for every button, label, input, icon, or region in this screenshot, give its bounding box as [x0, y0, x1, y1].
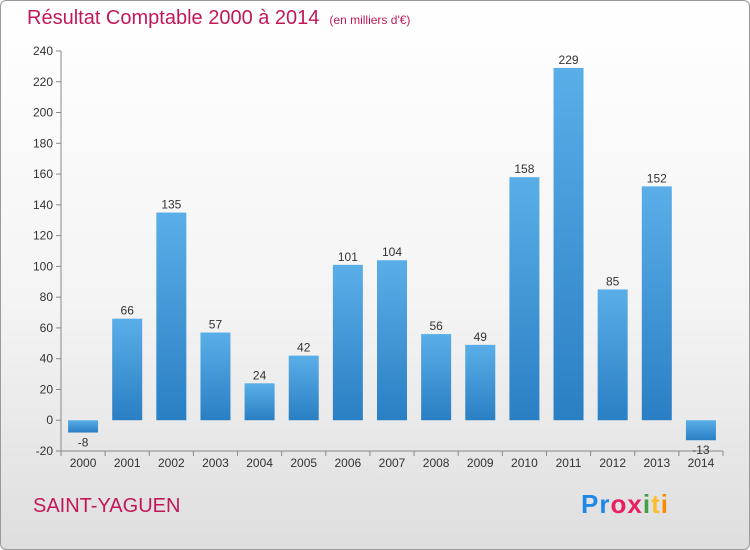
- data-label: -8: [78, 436, 89, 450]
- data-label: 49: [474, 330, 488, 344]
- commune-name: SAINT-YAGUEN: [33, 495, 181, 517]
- data-label: 158: [514, 162, 534, 176]
- bar: [685, 420, 716, 441]
- x-tick-label: 2003: [202, 456, 229, 470]
- logo-letter: i: [642, 489, 652, 519]
- y-tick-label: 100: [33, 259, 53, 273]
- y-tick-label: 120: [33, 229, 53, 243]
- data-label: 42: [297, 341, 311, 355]
- chart-title-text: Résultat Comptable 2000 à 2014: [27, 7, 320, 29]
- x-tick-label: 2001: [114, 456, 141, 470]
- logo-letter: r: [599, 489, 611, 519]
- chart-subtitle: (en milliers d'€): [329, 13, 411, 27]
- data-label: -13: [692, 443, 710, 457]
- y-tick-label: 60: [40, 321, 54, 335]
- y-tick-label: 240: [33, 44, 53, 58]
- proxiti-logo: Proxiti: [581, 489, 669, 520]
- bar: [377, 260, 407, 421]
- bar: [641, 186, 672, 421]
- data-label: 56: [429, 319, 443, 333]
- bar: [509, 177, 540, 421]
- x-tick-label: 2005: [290, 456, 317, 470]
- y-tick-label: 0: [46, 413, 53, 427]
- logo-letter: P: [581, 489, 600, 519]
- logo-letter: o: [610, 489, 628, 519]
- x-tick-label: 2000: [70, 456, 97, 470]
- y-tick-label: 40: [40, 352, 54, 366]
- x-tick-label: 2008: [423, 456, 450, 470]
- y-tick-label: -20: [36, 444, 54, 458]
- x-tick-label: 2006: [335, 456, 362, 470]
- x-tick-label: 2011: [556, 456, 582, 470]
- bar: [68, 420, 99, 433]
- y-tick-label: 80: [40, 290, 54, 304]
- x-tick-label: 2010: [511, 456, 538, 470]
- x-tick-label: 2007: [379, 456, 406, 470]
- bar: [244, 383, 275, 421]
- bar: [553, 67, 584, 421]
- logo-letter: x: [627, 489, 643, 519]
- bar: [156, 212, 187, 421]
- data-label: 152: [647, 171, 667, 185]
- x-tick-label: 2013: [643, 456, 670, 470]
- data-label: 104: [382, 245, 402, 259]
- y-tick-label: 180: [33, 136, 53, 150]
- data-label: 229: [559, 53, 579, 67]
- x-tick-label: 2009: [467, 456, 494, 470]
- bar: [200, 332, 231, 421]
- x-tick-label: 2004: [246, 456, 273, 470]
- bar: [288, 355, 319, 421]
- bar: [112, 318, 143, 421]
- data-label: 101: [338, 250, 358, 264]
- data-label: 85: [606, 274, 620, 288]
- y-tick-label: 200: [33, 106, 53, 120]
- bar: [597, 289, 628, 421]
- logo-letter: t: [651, 489, 661, 519]
- y-tick-label: 220: [33, 75, 53, 89]
- bar: [465, 344, 496, 421]
- x-tick-label: 2002: [158, 456, 185, 470]
- y-tick-label: 20: [40, 382, 54, 396]
- bar: [421, 334, 452, 421]
- x-tick-label: 2014: [688, 456, 715, 470]
- logo-letter: i: [660, 489, 669, 519]
- bar: [332, 264, 363, 421]
- data-label: 24: [253, 368, 267, 382]
- chart-title: Résultat Comptable 2000 à 2014 (en millie…: [27, 7, 410, 30]
- y-tick-label: 140: [33, 198, 53, 212]
- data-label: 66: [121, 304, 135, 318]
- x-tick-label: 2012: [599, 456, 626, 470]
- data-label: 135: [161, 198, 181, 212]
- data-label: 57: [209, 318, 223, 332]
- y-tick-label: 160: [33, 167, 53, 181]
